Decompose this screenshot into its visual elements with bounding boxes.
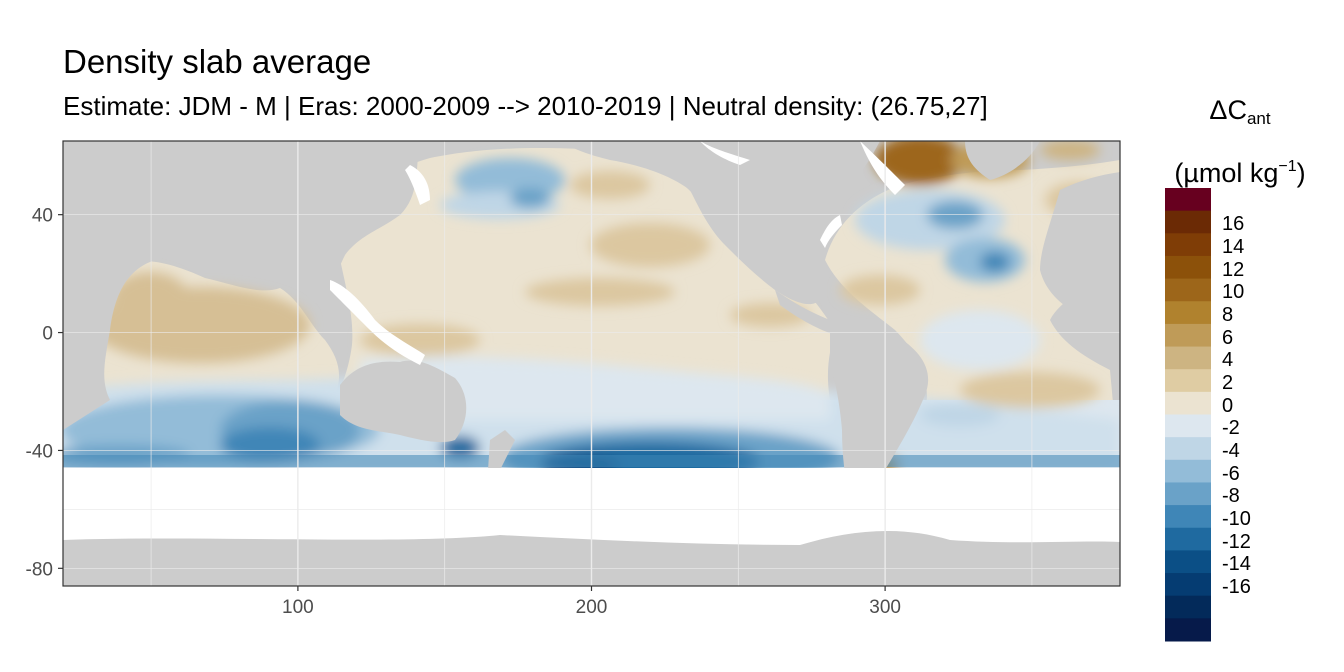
- land-new-zealand: [488, 430, 515, 470]
- colorbar-swatch: [1165, 505, 1211, 529]
- coast-no-data: [330, 141, 905, 365]
- colorbar: [1165, 188, 1211, 642]
- colorbar-swatch: [1165, 459, 1211, 483]
- anomaly-pacific-tan-3: [570, 171, 650, 199]
- map-panel: [63, 141, 1120, 586]
- colorbar-swatch: [1165, 618, 1211, 642]
- colorbar-swatch: [1165, 346, 1211, 370]
- coast-north-america-west: [820, 215, 842, 248]
- land-south-america: [830, 320, 929, 500]
- colorbar-swatch: [1165, 255, 1211, 280]
- colorbar-swatch: [1165, 210, 1211, 234]
- gridlines: [63, 141, 1120, 586]
- legend-unit-open: (µmol kg: [1174, 158, 1279, 188]
- legend-title: ΔCant (µmol kg−1): [1160, 86, 1320, 197]
- colorbar-label: 16: [1222, 213, 1245, 236]
- land-australia: [340, 360, 467, 443]
- land-central-america: [775, 290, 835, 335]
- legend-title-sub: ant: [1246, 109, 1271, 128]
- colorbar-label: 2: [1222, 371, 1234, 394]
- colorbar-swatch: [1165, 437, 1211, 461]
- colorbar-swatch: [1165, 573, 1211, 597]
- colorbar-swatch: [1165, 233, 1211, 257]
- anomaly-band-equator: [360, 356, 830, 420]
- anomaly-south-atlantic-1: [920, 403, 1000, 427]
- anomaly-south-indian-3: [220, 427, 320, 463]
- x-tick-label: 300: [869, 597, 901, 618]
- land-arabia: [63, 240, 110, 320]
- colorbar-label: -8: [1222, 485, 1240, 508]
- colorbar-label: 14: [1222, 236, 1245, 259]
- anomaly-labrador-1: [875, 141, 965, 185]
- colorbar-swatch: [1165, 414, 1211, 438]
- colorbar-swatch: [1165, 369, 1211, 393]
- colorbar-swatch: [1165, 550, 1211, 574]
- y-tick-label: 0: [42, 324, 53, 345]
- colorbar-label: 4: [1222, 349, 1234, 372]
- x-tick-label: 200: [576, 597, 608, 618]
- coast-canada: [860, 141, 905, 195]
- colorbar-swatch: [1165, 278, 1211, 302]
- land-greenland: [965, 141, 1040, 180]
- anomaly-atlantic-4: [980, 252, 1010, 272]
- anomaly-labrador-3: [1040, 141, 1100, 160]
- land-europe-africa: [1040, 172, 1120, 345]
- colorbar-swatch: [1165, 188, 1211, 212]
- legend-unit-close: ): [1296, 158, 1306, 188]
- colorbar-label: -14: [1222, 553, 1251, 576]
- coast-indonesia: [330, 280, 425, 365]
- colorbar-label: -6: [1222, 462, 1240, 485]
- colorbar-swatch: [1165, 527, 1211, 551]
- colorbar-label: 8: [1222, 304, 1234, 327]
- y-tick-label: 40: [32, 206, 53, 227]
- y-axis: 40 0 -40 -80: [26, 206, 63, 580]
- colorbar-swatch: [1165, 482, 1211, 506]
- colorbar-label: 0: [1222, 394, 1234, 417]
- land-africa-asia: [63, 141, 420, 430]
- land-north-america: [560, 141, 880, 305]
- anomaly-atlantic-tan-1: [840, 275, 920, 305]
- colorbar-label: -4: [1222, 439, 1240, 462]
- anomaly-kuroshio-3: [510, 188, 550, 208]
- colorbar-label: 10: [1222, 281, 1245, 304]
- chart-title: Density slab average: [63, 43, 372, 80]
- colorbar-label: -10: [1222, 507, 1251, 530]
- chart-subtitle: Estimate: JDM - M | Eras: 2000-2009 --> …: [63, 91, 988, 121]
- y-tick-label: -40: [26, 441, 53, 462]
- legend-title-main: ΔC: [1209, 95, 1247, 125]
- colorbar-label: -12: [1222, 530, 1251, 553]
- colorbar-swatch: [1165, 391, 1211, 415]
- legend-unit-sup: −1: [1278, 158, 1297, 175]
- colorbar-swatch: [1165, 595, 1211, 619]
- colorbar-swatch: [1165, 301, 1211, 325]
- x-tick-label: 100: [282, 597, 314, 618]
- colorbar-label: -2: [1222, 417, 1240, 440]
- anomaly-tasman: [440, 436, 480, 460]
- colorbar-label: 6: [1222, 326, 1234, 349]
- colorbar-label: -16: [1222, 575, 1251, 598]
- anomaly-pacific-tan-1: [590, 223, 710, 267]
- y-tick-label: -80: [26, 559, 53, 580]
- coast-alaska: [700, 141, 750, 165]
- anomaly-pacific-tan-4: [360, 324, 480, 356]
- colorbar-swatch: [1165, 323, 1211, 348]
- anomaly-south-atlantic-2: [920, 310, 1040, 370]
- anomaly-atlantic-tan-3: [960, 372, 1100, 408]
- anomaly-indian-tan2: [110, 272, 190, 328]
- coast-japan: [405, 165, 430, 205]
- anomaly-pacific-tan-2: [525, 278, 675, 306]
- colorbar-label: 12: [1222, 258, 1245, 281]
- x-axis: 100 200 300: [282, 586, 901, 618]
